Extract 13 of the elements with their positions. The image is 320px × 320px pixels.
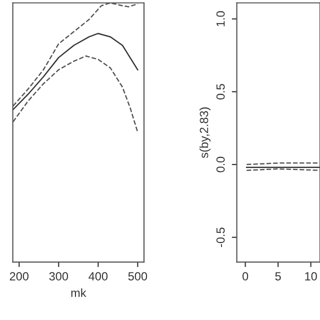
- x-tick-label: 300: [49, 272, 68, 280]
- y-tick-label: 0.5: [216, 84, 225, 100]
- y-tick-label: 1.0: [216, 11, 225, 26]
- x-tick-label: 500: [128, 272, 148, 280]
- y-tick-label: 0.0: [216, 156, 225, 172]
- x-tick-label: 0: [242, 272, 248, 280]
- x-tick-label: 10: [305, 272, 317, 280]
- x-tick-label: 200: [10, 272, 29, 280]
- x-axis-title: mk: [71, 288, 86, 297]
- y-axis-title: s(by,2.83): [200, 107, 211, 158]
- x-tick-label: 400: [88, 272, 108, 280]
- y-tick-label: -0.5: [216, 228, 225, 247]
- x-tick-label: 5: [275, 272, 281, 280]
